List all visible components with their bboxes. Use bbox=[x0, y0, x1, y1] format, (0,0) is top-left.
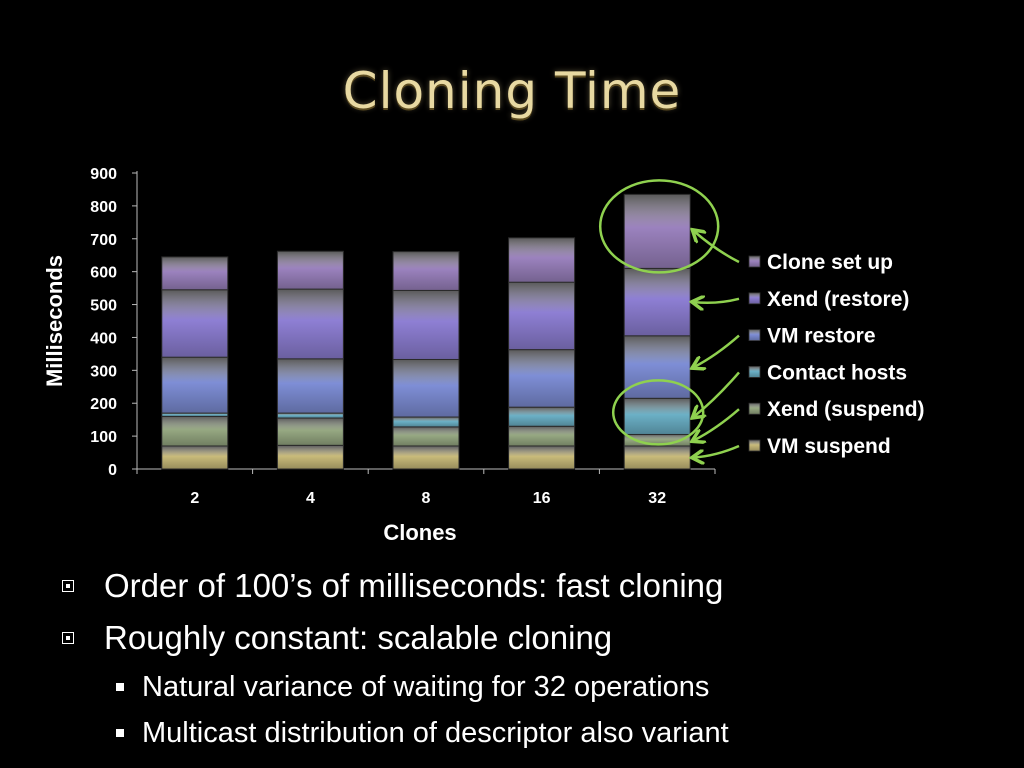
bar-segment: VM restore: 190 bbox=[623, 335, 691, 399]
bar-segment: VM suspend: 70 bbox=[623, 445, 691, 470]
annotation-arrow bbox=[694, 334, 740, 367]
x-tick-label: 16 bbox=[533, 490, 551, 507]
bar-segment: VM suspend: 70 bbox=[161, 445, 229, 470]
bar-segment: Clone set up: 100 bbox=[161, 256, 229, 291]
y-tick-label: 900 bbox=[90, 166, 117, 183]
bar-segment: VM restore: 175 bbox=[392, 358, 460, 418]
bullet-text: Roughly constant: scalable cloning bbox=[104, 619, 613, 656]
bullet-item: Roughly constant: scalable cloning bbox=[62, 612, 1002, 664]
y-tick-label: 800 bbox=[90, 199, 117, 216]
bar-segment: VM restore: 175 bbox=[508, 349, 576, 408]
bar-segment: Xend (restore): 210 bbox=[392, 289, 460, 360]
bar-segment: Clone set up: 115 bbox=[276, 250, 344, 290]
bullet-box-icon bbox=[62, 632, 74, 644]
y-axis-title: Milliseconds bbox=[42, 255, 67, 387]
annotation-arrow bbox=[694, 444, 740, 457]
sub-bullet-item: Multicast distribution of descriptor als… bbox=[62, 710, 1002, 756]
bar-segment: Contact hosts: 58 bbox=[508, 406, 576, 427]
stacked-bar-chart: 0 100 200 300 400 500 600 700 800 900 VM suspend: … bbox=[42, 166, 925, 545]
sub-bullet-text: Multicast distribution of descriptor als… bbox=[142, 716, 729, 749]
bullet-square-icon bbox=[116, 683, 124, 691]
legend-label: Contact hosts bbox=[767, 361, 907, 384]
legend-label: Clone set up bbox=[767, 251, 893, 274]
bar-segment: Contact hosts: 15 bbox=[276, 412, 344, 419]
x-tick-label: 4 bbox=[306, 490, 315, 507]
legend-swatch bbox=[748, 402, 761, 415]
y-tick-label: 0 bbox=[108, 462, 117, 479]
legend-swatch bbox=[748, 292, 761, 305]
bullet-box-icon bbox=[62, 580, 74, 592]
bar-segment: Xend (suspend): 90 bbox=[161, 415, 229, 447]
x-axis-title: Clones bbox=[383, 520, 456, 545]
legend-label: VM suspend bbox=[767, 435, 891, 458]
x-tick-label: 2 bbox=[190, 490, 199, 507]
highlight-ellipse bbox=[598, 179, 720, 274]
bar-segment: Clone set up: 118 bbox=[392, 251, 460, 291]
legend-label: Xend (restore) bbox=[767, 288, 909, 311]
x-tick-label: 8 bbox=[422, 490, 431, 507]
legend-label: Xend (suspend) bbox=[767, 398, 925, 421]
y-tick-label: 300 bbox=[90, 363, 117, 380]
sub-bullet-item: Natural variance of waiting for 32 opera… bbox=[62, 664, 1002, 710]
bar-segment: Xend (restore): 205 bbox=[508, 281, 576, 351]
bar-segment: Xend (restore): 212 bbox=[276, 288, 344, 360]
sub-bullet-text: Natural variance of waiting for 32 opera… bbox=[142, 670, 710, 703]
y-tick-label: 200 bbox=[90, 396, 117, 413]
legend-swatch bbox=[748, 439, 761, 452]
bar-segment: VM suspend: 70 bbox=[392, 445, 460, 470]
bullet-list: Order of 100’s of milliseconds: fast clo… bbox=[62, 560, 1002, 756]
annotation-arrow bbox=[694, 408, 740, 440]
x-tick-label: 32 bbox=[648, 490, 666, 507]
bar-segment: Xend (suspend): 83 bbox=[276, 417, 344, 446]
bar-segment: Xend (suspend): 58 bbox=[392, 426, 460, 447]
legend-label: VM restore bbox=[767, 325, 876, 348]
y-tick-label: 700 bbox=[90, 232, 117, 249]
bar-segment: Contact hosts: 110 bbox=[623, 397, 691, 435]
y-tick-label: 400 bbox=[90, 330, 117, 347]
legend-swatch bbox=[748, 365, 761, 378]
legend-swatch bbox=[748, 255, 761, 268]
bar-segment: Xend (suspend): 60 bbox=[508, 425, 576, 447]
bar-segment: Clone set up: 135 bbox=[508, 237, 576, 283]
bullet-item: Order of 100’s of milliseconds: fast clo… bbox=[62, 560, 1002, 612]
slide-title: Cloning Time bbox=[342, 62, 682, 120]
bar-segment: VM suspend: 70 bbox=[508, 445, 576, 470]
bar-segment: Clone set up: 225 bbox=[623, 193, 691, 269]
bullet-text: Order of 100’s of milliseconds: fast clo… bbox=[104, 567, 724, 604]
annotation-arrow bbox=[694, 371, 740, 416]
legend-swatch bbox=[748, 329, 761, 342]
bar-segment: Xend (restore): 205 bbox=[161, 289, 229, 358]
annotation-arrow bbox=[694, 231, 740, 264]
y-tick-label: 600 bbox=[90, 265, 117, 282]
bar-segment: VM restore: 165 bbox=[276, 358, 344, 414]
y-tick-label: 100 bbox=[90, 429, 117, 446]
y-tick-label: 500 bbox=[90, 298, 117, 315]
bar-segment: Xend (restore): 205 bbox=[623, 267, 691, 337]
bar-segment: VM restore: 170 bbox=[161, 356, 229, 414]
annotation-arrow bbox=[694, 299, 740, 303]
bullet-square-icon bbox=[116, 729, 124, 737]
bar-segment: VM suspend: 72 bbox=[276, 444, 344, 470]
bar-segment: Contact hosts: 30 bbox=[392, 416, 460, 428]
